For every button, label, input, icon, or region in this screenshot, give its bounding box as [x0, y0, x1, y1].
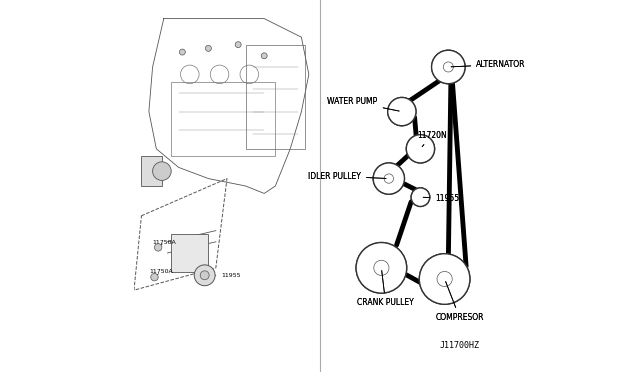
- Text: IDLER PULLEY: IDLER PULLEY: [308, 171, 386, 180]
- Text: COMPRESOR: COMPRESOR: [435, 282, 484, 322]
- Circle shape: [388, 97, 416, 126]
- Circle shape: [406, 135, 435, 163]
- Circle shape: [356, 243, 406, 293]
- Circle shape: [373, 163, 404, 194]
- Circle shape: [261, 53, 267, 59]
- Circle shape: [411, 188, 429, 206]
- Text: 11955: 11955: [215, 273, 241, 278]
- Circle shape: [151, 273, 158, 281]
- Circle shape: [411, 188, 429, 206]
- Bar: [172, 82, 275, 156]
- Circle shape: [235, 42, 241, 48]
- Circle shape: [419, 254, 470, 304]
- Text: CRANK PULLEY: CRANK PULLEY: [357, 270, 414, 307]
- Circle shape: [200, 271, 209, 280]
- Circle shape: [152, 162, 172, 180]
- Text: 11955: 11955: [423, 194, 460, 203]
- Bar: [141, 156, 162, 186]
- Text: 11720N: 11720N: [417, 131, 447, 147]
- Text: 11720N: 11720N: [417, 131, 447, 147]
- Text: ALTERNATOR: ALTERNATOR: [451, 60, 525, 69]
- Circle shape: [431, 50, 465, 84]
- Circle shape: [205, 45, 211, 51]
- Text: IDLER PULLEY: IDLER PULLEY: [308, 171, 386, 180]
- Text: 11955: 11955: [423, 194, 460, 203]
- Text: CRANK PULLEY: CRANK PULLEY: [357, 270, 414, 307]
- Text: 11750A: 11750A: [152, 240, 177, 246]
- Text: J11700HZ: J11700HZ: [440, 341, 480, 350]
- Text: 11750A: 11750A: [149, 269, 173, 275]
- Text: WATER PUMP: WATER PUMP: [328, 97, 399, 111]
- Circle shape: [373, 163, 404, 194]
- Circle shape: [154, 244, 162, 251]
- Text: WATER PUMP: WATER PUMP: [328, 97, 399, 111]
- Text: COMPRESOR: COMPRESOR: [435, 282, 484, 322]
- Circle shape: [195, 265, 215, 286]
- Circle shape: [431, 50, 465, 84]
- Circle shape: [179, 49, 186, 55]
- Circle shape: [388, 97, 416, 126]
- Bar: [172, 234, 209, 272]
- Text: ALTERNATOR: ALTERNATOR: [451, 60, 525, 69]
- Circle shape: [419, 254, 470, 304]
- Circle shape: [356, 243, 406, 293]
- Circle shape: [406, 135, 435, 163]
- Bar: [246, 45, 305, 149]
